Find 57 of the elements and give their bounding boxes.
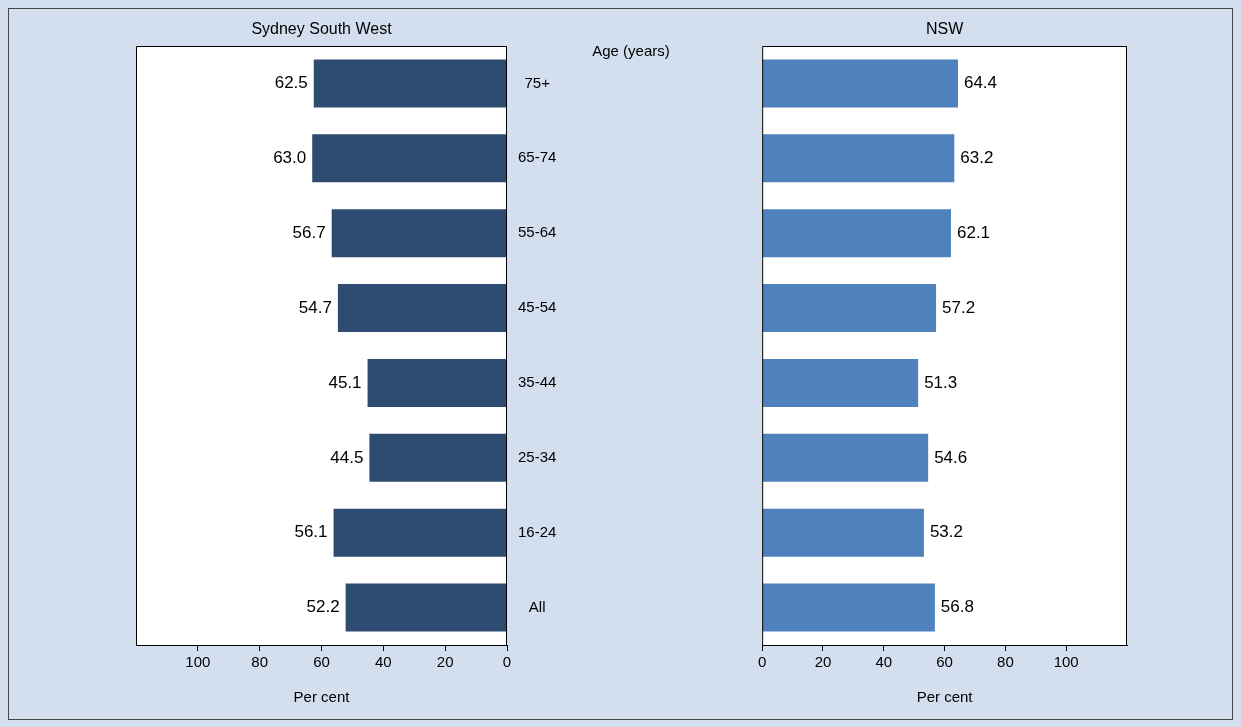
data-label: 62.5 <box>274 73 308 93</box>
y-tick-label: 16-24 <box>517 522 557 540</box>
data-label: 44.5 <box>330 447 364 467</box>
data-label: 57.2 <box>942 297 976 317</box>
bar <box>762 358 919 407</box>
y-tick-label: 55-64 <box>517 223 557 241</box>
data-label: 56.1 <box>294 522 328 542</box>
x-tick-label: 60 <box>313 653 330 671</box>
data-label: 45.1 <box>328 372 362 392</box>
data-label: 64.4 <box>963 73 998 93</box>
x-tick-label: 40 <box>374 653 392 671</box>
bar <box>345 583 507 632</box>
y-tick-label: 65-74 <box>517 148 557 166</box>
data-label: 53.2 <box>929 522 964 542</box>
bar <box>313 59 507 108</box>
x-tick-label: 40 <box>875 653 893 671</box>
bar <box>762 134 955 183</box>
data-label: 54.6 <box>934 447 968 467</box>
data-label: 63.2 <box>960 148 994 167</box>
y-tick-label: 45-54 <box>517 298 557 316</box>
x-tick-label: 100 <box>185 653 211 671</box>
chart-title: NSW <box>925 20 965 38</box>
bar <box>762 59 958 108</box>
x-tick-label: 0 <box>502 653 512 671</box>
y-tick-label: 75+ <box>524 73 551 91</box>
y-axis-title: Age (years) <box>592 42 670 60</box>
data-label: 52.2 <box>306 597 340 617</box>
bar <box>369 433 507 482</box>
bar <box>333 508 507 557</box>
data-label: 63.0 <box>273 148 307 167</box>
x-axis-title: Per cent <box>293 688 351 706</box>
bar <box>367 358 507 407</box>
bar <box>762 508 924 557</box>
x-axis-title: Per cent <box>916 688 974 706</box>
x-tick-label: 100 <box>1053 653 1079 671</box>
y-tick-label: 35-44 <box>517 373 557 391</box>
data-label: 62.1 <box>956 222 991 242</box>
x-tick-label: 80 <box>251 653 269 671</box>
bar <box>312 134 507 183</box>
data-label: 56.8 <box>940 597 974 617</box>
bar <box>762 209 951 258</box>
bar <box>762 284 937 333</box>
x-tick-label: 20 <box>436 653 454 671</box>
y-tick-label: 25-34 <box>517 447 557 465</box>
y-tick-label: All <box>528 597 546 615</box>
x-tick-label: 0 <box>758 653 767 671</box>
bar <box>337 284 507 333</box>
chart-title: Sydney South West <box>251 20 393 38</box>
bar <box>762 583 935 632</box>
x-tick-label: 20 <box>814 653 832 671</box>
x-tick-label: 60 <box>936 653 953 671</box>
data-label: 54.7 <box>298 297 332 317</box>
bar <box>762 433 929 482</box>
x-tick-label: 80 <box>997 653 1014 671</box>
data-label: 56.7 <box>292 222 326 242</box>
data-label: 51.3 <box>924 372 958 392</box>
bar <box>331 209 507 258</box>
